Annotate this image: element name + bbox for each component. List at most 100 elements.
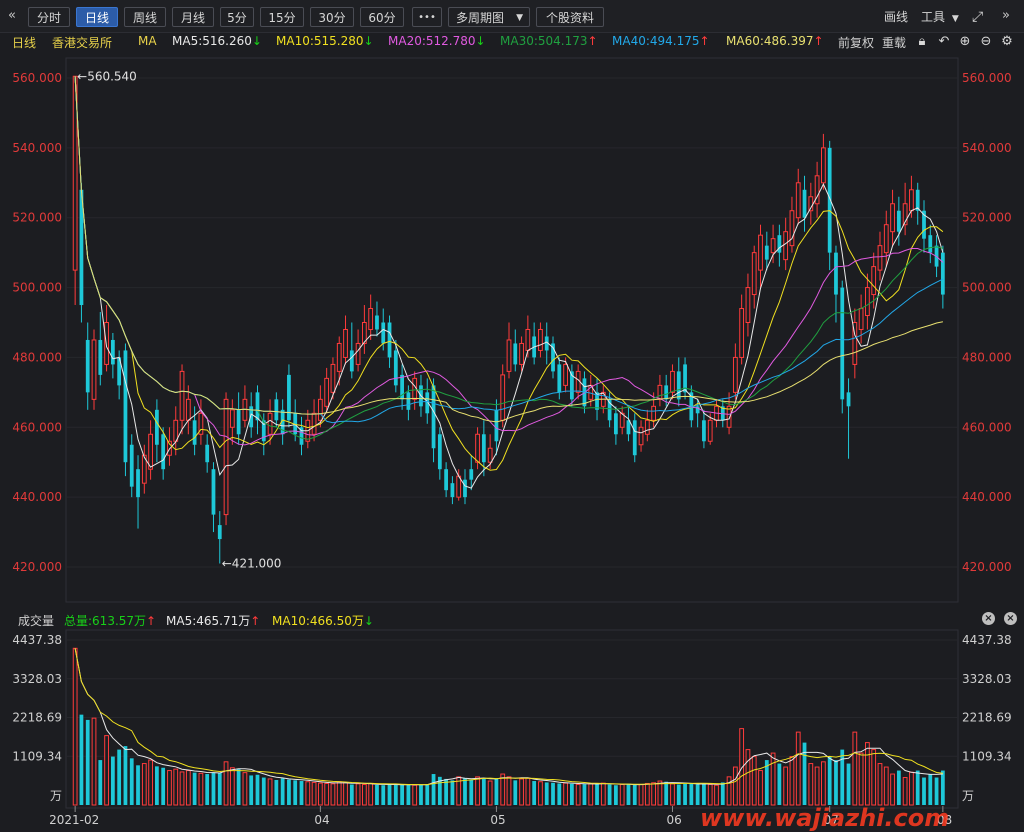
volume-bar	[827, 756, 832, 805]
stock-info-button[interactable]: 个股资料	[536, 7, 604, 27]
candle-body	[890, 203, 895, 233]
candle-body	[739, 308, 745, 358]
candle-body	[431, 385, 436, 449]
candle-body	[293, 413, 298, 435]
volume-bar	[192, 772, 197, 805]
volume-bar	[242, 772, 248, 806]
tab-30min[interactable]: 30分	[310, 7, 354, 27]
down-arrow-icon: ↓	[251, 34, 262, 48]
candle-body	[223, 398, 229, 516]
double-chevron-right-icon[interactable]: »	[1002, 8, 1010, 23]
ma-label[interactable]: MA	[138, 34, 157, 48]
volume-ma5: MA5:465.71万↑	[166, 614, 261, 628]
volume-bar	[783, 766, 789, 806]
candle-body	[98, 339, 103, 375]
zoom-out-icon[interactable]: ⊖	[980, 34, 992, 49]
candle-body	[412, 377, 418, 400]
tab-daily[interactable]: 日线	[76, 7, 118, 27]
volume-bar	[456, 776, 462, 806]
volume-tick-left: 3328.03	[12, 672, 62, 686]
tab-monthly[interactable]: 月线	[172, 7, 214, 27]
volume-bar	[167, 770, 172, 806]
volume-bar	[506, 776, 512, 806]
volume-bar	[877, 763, 883, 806]
candle-body	[444, 469, 449, 491]
draw-line-button[interactable]: 画线	[884, 10, 909, 24]
volume-bar	[98, 760, 103, 805]
candle-body	[607, 399, 612, 421]
candle-body	[702, 420, 706, 442]
volume-bar	[732, 766, 738, 806]
volume-tick-right: 万	[962, 789, 974, 803]
candle-body	[745, 287, 751, 324]
tab-intraday[interactable]: 分时	[28, 7, 70, 27]
candle-body	[425, 392, 430, 414]
candle-body	[519, 342, 524, 365]
candle-body	[834, 252, 838, 295]
volume-bar	[198, 772, 204, 806]
undo-icon[interactable]: ↶	[938, 34, 950, 49]
tools-dropdown[interactable]: 工具 ▼	[921, 7, 959, 27]
candle-body	[664, 385, 669, 400]
more-periods-button[interactable]: •••	[412, 7, 442, 27]
volume-bar	[922, 777, 926, 805]
candle-body	[419, 385, 423, 407]
volume-bar	[223, 761, 229, 806]
volume-bar	[400, 784, 404, 805]
volume-bar	[802, 742, 807, 805]
volume-bar	[751, 756, 757, 806]
volume-bar	[676, 784, 681, 805]
volume-bar	[532, 781, 537, 805]
candle-body	[563, 363, 568, 386]
candle-body	[551, 343, 555, 372]
volume-bar	[393, 784, 398, 805]
candle-body	[274, 399, 279, 421]
adjust-mode-button[interactable]: 前复权	[838, 36, 875, 50]
volume-bar	[368, 782, 374, 806]
candle-body	[789, 210, 795, 247]
price-tick-left: 560.000	[12, 71, 62, 85]
volume-bar	[840, 749, 845, 805]
candle-body	[846, 392, 851, 407]
close-panel-icon[interactable]: ×	[1004, 612, 1017, 625]
volume-bar	[249, 775, 254, 805]
candle-body	[619, 412, 625, 428]
tab-5min[interactable]: 5分	[220, 7, 254, 27]
candle-body	[588, 384, 594, 400]
candle-body	[814, 175, 820, 205]
tab-60min[interactable]: 60分	[360, 7, 404, 27]
fullscreen-icon[interactable]: ⤢	[972, 9, 984, 25]
tab-15min[interactable]: 15分	[260, 7, 304, 27]
volume-bar	[444, 778, 449, 805]
volume-bar	[588, 783, 594, 806]
volume-title: 成交量	[18, 614, 55, 628]
candle-body	[110, 339, 115, 365]
candle-body	[79, 189, 84, 306]
candle-body	[707, 419, 713, 442]
volume-bar	[657, 780, 663, 806]
volume-bar	[632, 784, 637, 805]
volume-bar	[739, 728, 745, 806]
volume-bar	[72, 647, 78, 806]
candle-body	[179, 370, 185, 421]
candle-body	[217, 525, 222, 540]
volume-bar	[487, 780, 493, 806]
zoom-in-icon[interactable]: ⊕	[959, 34, 971, 49]
lock-icon[interactable]: 🔒︎	[918, 34, 926, 49]
volume-bar	[336, 781, 342, 806]
ma-line-ma5	[74, 76, 944, 489]
close-volume-icon[interactable]: ×	[982, 612, 995, 625]
volume-bar	[104, 735, 109, 806]
reload-button[interactable]: 重载	[882, 36, 907, 50]
candle-body	[261, 420, 266, 442]
candle-body	[387, 322, 392, 358]
settings-icon[interactable]: ⚙	[1001, 34, 1013, 49]
candle-body	[148, 433, 153, 470]
double-chevron-left-icon[interactable]: «	[8, 8, 16, 23]
chevron-down-icon: ▼	[951, 14, 959, 24]
volume-bar	[211, 772, 216, 805]
up-arrow-icon: ↑	[146, 614, 157, 628]
multi-period-dropdown[interactable]: 多周期图 ▼	[448, 7, 530, 27]
tab-weekly[interactable]: 周线	[124, 7, 166, 27]
